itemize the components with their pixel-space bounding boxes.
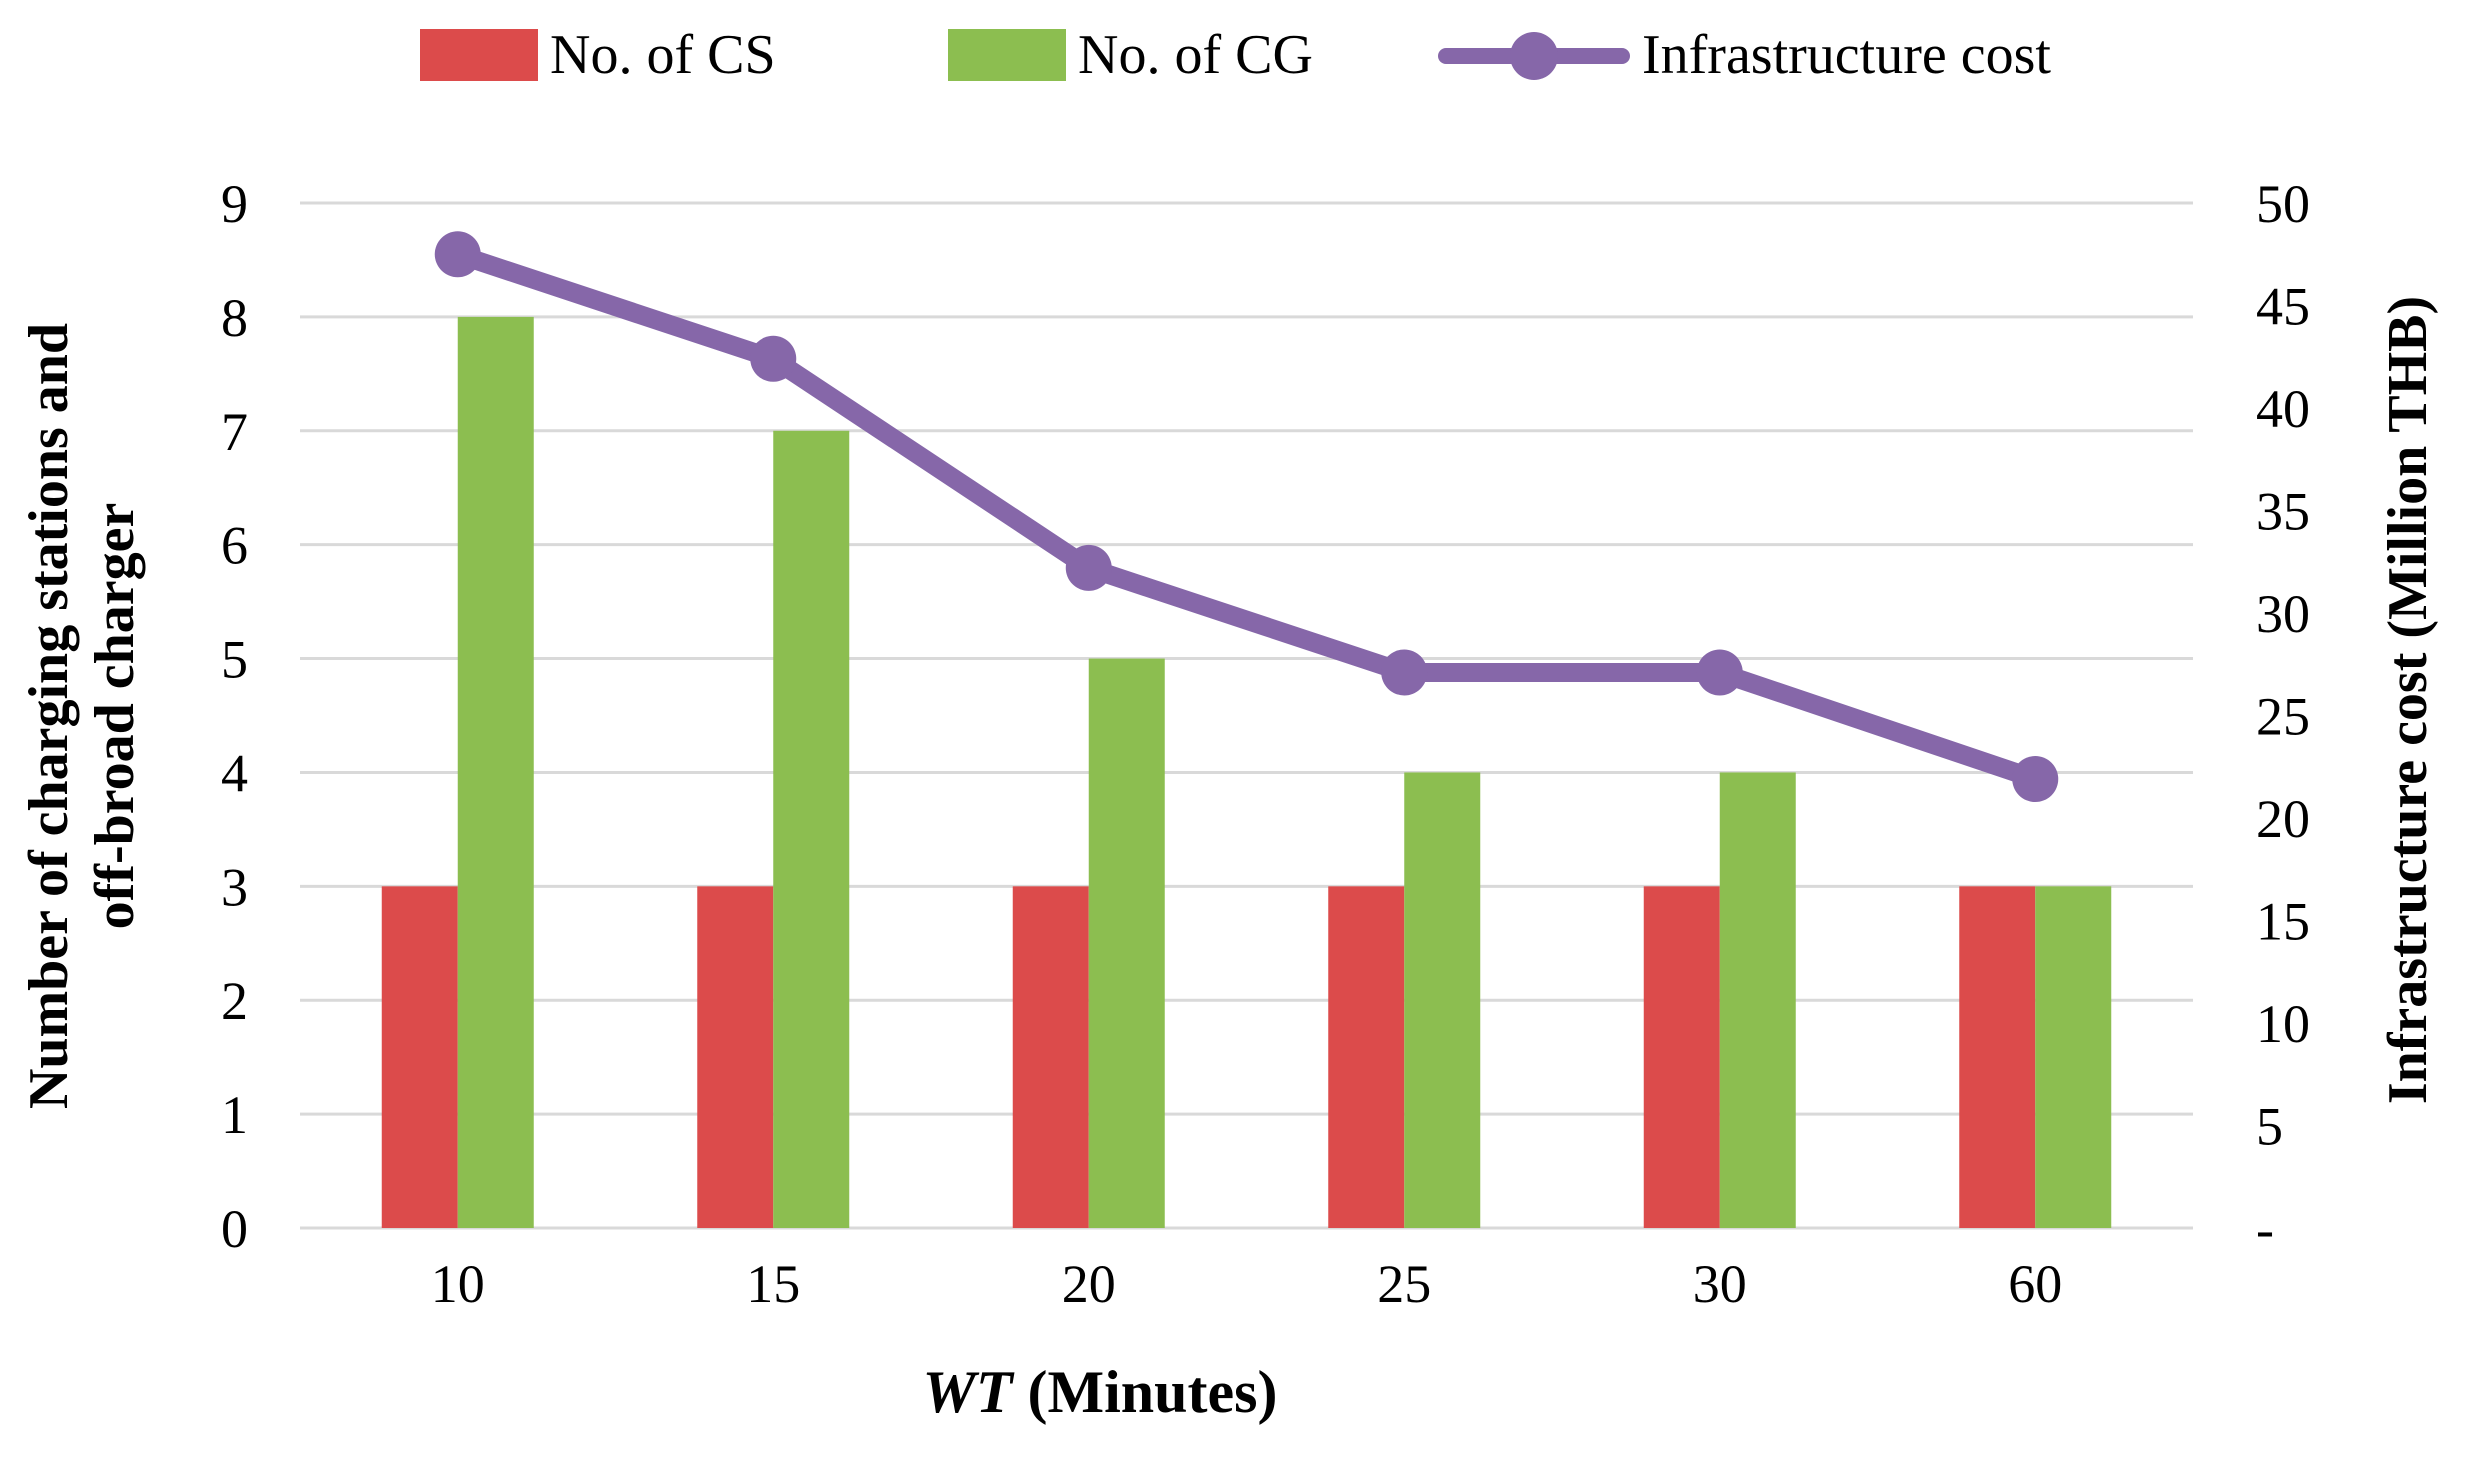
cg-bar-swatch-icon [948, 29, 1066, 81]
cs-bar-swatch-icon [420, 29, 538, 81]
left-axis-title-line1: Number of charging stations and [17, 322, 80, 1110]
legend-label-cg: No. of CG [1078, 24, 1313, 86]
line-marker [434, 231, 481, 278]
bar-cg [1088, 658, 1165, 1228]
line-marker [1696, 649, 1743, 696]
bar-cg [457, 316, 534, 1228]
y-right-tick-label: 40 [2256, 379, 2310, 439]
legend-label-cost: Infrastructure cost [1642, 24, 2051, 86]
y-left-tick-label: 2 [221, 971, 248, 1031]
y-right-tick-label: 15 [2256, 892, 2310, 952]
y-left-tick-label: 1 [221, 1085, 248, 1145]
infrastructure-line [448, 244, 2045, 789]
y-right-tick-label: - [2256, 1199, 2274, 1259]
y-right-tick-label: 30 [2256, 584, 2310, 644]
y-right-tick-label: 25 [2256, 687, 2310, 747]
line-marker [1381, 649, 1428, 696]
legend-item-cost: Infrastructure cost [1438, 22, 2051, 88]
line-marker [2012, 756, 2059, 803]
y-left-tick-label: 3 [221, 857, 248, 917]
x-tick-label: 15 [746, 1254, 800, 1314]
y-left-tick-label: 8 [221, 288, 248, 348]
bar-cs [1643, 886, 1720, 1228]
x-axis-title-variable: WT [922, 1359, 1013, 1425]
right-axis-title: Infrastructure cost (Million THB) [2376, 295, 2439, 1105]
y-left-tick-label: 7 [221, 402, 248, 462]
y-left-tick-label: 5 [221, 630, 248, 690]
bar-cg [773, 430, 850, 1228]
x-tick-label: 30 [1693, 1254, 1747, 1314]
y-left-tick-label: 6 [221, 516, 248, 576]
line-marker [750, 335, 797, 382]
y-left-tick-label: 0 [221, 1199, 248, 1259]
x-axis-title: WT (Minutes) [0, 1358, 2200, 1427]
x-axis-title-units: (Minutes) [1012, 1359, 1278, 1425]
y-right-tick-label: 50 [2256, 174, 2310, 234]
legend-item-cg: No. of CG [948, 22, 1313, 88]
bar-cs [1959, 886, 2036, 1228]
bar-cs [1328, 886, 1405, 1228]
bar-cg [2035, 886, 2112, 1228]
x-tick-label: 10 [431, 1254, 485, 1314]
y-right-tick-label: 20 [2256, 789, 2310, 849]
bar-cg [1719, 772, 1796, 1228]
left-axis-title-line2: off-broad charger [84, 502, 146, 930]
y-right-tick-label: 5 [2256, 1097, 2283, 1157]
y-right-tick-label: 10 [2256, 994, 2310, 1054]
y-left-tick-label: 4 [221, 743, 248, 803]
bar-cs [697, 886, 774, 1228]
legend-item-cs: No. of CS [420, 22, 776, 88]
x-tick-label: 25 [1377, 1254, 1431, 1314]
line-marker [1065, 544, 1112, 591]
bar-cg [1404, 772, 1481, 1228]
y-left-tick-label: 9 [221, 174, 248, 234]
legend-label-cs: No. of CS [550, 24, 776, 86]
x-tick-label: 60 [2008, 1254, 2062, 1314]
bar-cs [381, 886, 458, 1228]
y-right-tick-label: 35 [2256, 482, 2310, 542]
bar-cs [1012, 886, 1089, 1228]
left-axis-title: Number of charging stations and off-broa… [16, 323, 148, 1109]
y-right-tick-label: 45 [2256, 277, 2310, 337]
x-tick-label: 20 [1062, 1254, 1116, 1314]
cost-line-marker-icon [1438, 22, 1630, 88]
